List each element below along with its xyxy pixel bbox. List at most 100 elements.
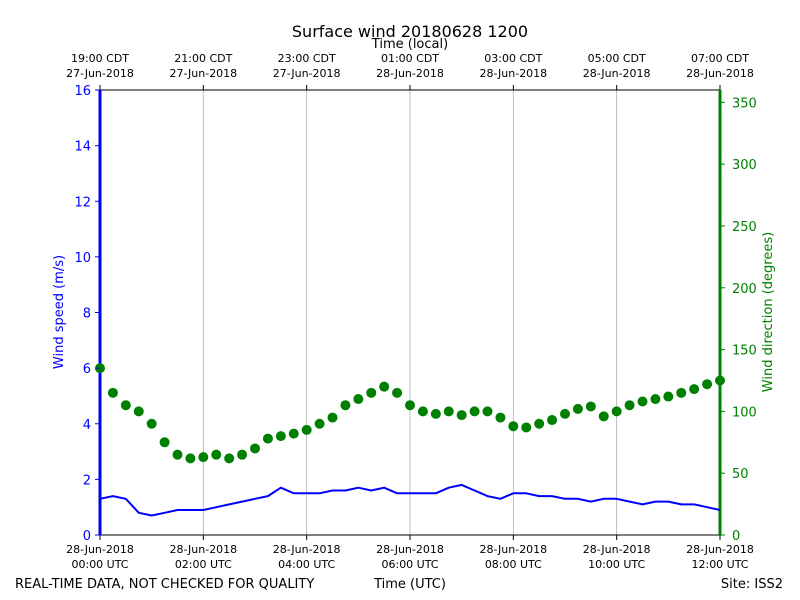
wind-direction-point <box>676 387 687 398</box>
right-y-ticks: 0 50 100 150 200 250 300 350 <box>720 96 757 544</box>
bottom-x-ticks: 28-Jun-2018 00:00 UTC 28-Jun-2018 02:00 UTC… <box>66 535 754 571</box>
wind-direction-point <box>637 396 648 407</box>
wind-direction-point <box>456 410 467 421</box>
top-tick-time: 21:00 CDT <box>174 52 232 65</box>
left-tick-label: 0 <box>83 529 91 544</box>
top-tick-time: 03:00 CDT <box>484 52 542 65</box>
wind-direction-point <box>237 449 248 460</box>
top-tick-time: 01:00 CDT <box>381 52 439 65</box>
wind-direction-point <box>327 412 338 423</box>
top-tick-time: 05:00 CDT <box>588 52 646 65</box>
top-x-ticks: 19:00 CDT 27-Jun-2018 21:00 CDT 27-Jun-2018… <box>66 52 754 90</box>
footer-quality-note: REAL-TIME DATA, NOT CHECKED FOR QUALITY <box>15 577 314 592</box>
top-tick-date: 28-Jun-2018 <box>376 67 444 80</box>
wind-direction-point <box>185 453 196 464</box>
wind-direction-point <box>534 418 545 429</box>
wind-direction-point <box>353 394 364 405</box>
wind-direction-point <box>508 421 519 432</box>
wind-direction-point <box>133 406 144 417</box>
footer-site: Site: ISS2 <box>721 577 783 592</box>
top-axis-label: Time (local) <box>371 37 448 52</box>
wind-direction-point <box>521 422 532 433</box>
vertical-gridlines <box>202 90 618 535</box>
wind-direction-point <box>469 406 480 417</box>
left-tick-label: 12 <box>74 195 91 210</box>
wind-direction-point <box>198 452 209 463</box>
top-tick-date: 27-Jun-2018 <box>66 67 134 80</box>
wind-direction-point <box>715 375 725 386</box>
wind-direction-point <box>146 418 157 429</box>
top-tick-date: 28-Jun-2018 <box>686 67 754 80</box>
wind-direction-point <box>159 437 170 448</box>
wind-direction-point <box>275 431 286 442</box>
wind-direction-point <box>482 406 493 417</box>
wind-direction-point <box>405 400 415 411</box>
wind-direction-point <box>560 408 570 419</box>
bottom-tick-time: 10:00 UTC <box>588 558 645 571</box>
wind-direction-point <box>288 428 299 439</box>
right-tick-label: 50 <box>732 467 749 482</box>
wind-direction-point <box>417 406 428 417</box>
wind-direction-point <box>611 406 622 417</box>
left-tick-label: 16 <box>74 84 91 99</box>
wind-direction-point <box>495 412 506 423</box>
left-tick-label: 6 <box>83 362 91 377</box>
bottom-tick-date: 28-Jun-2018 <box>583 543 651 556</box>
bottom-tick-date: 28-Jun-2018 <box>686 543 754 556</box>
wind-direction-point <box>379 381 390 392</box>
wind-direction-point <box>392 387 403 398</box>
wind-direction-point <box>120 400 131 411</box>
wind-speed-line <box>99 483 721 517</box>
right-tick-label: 150 <box>732 344 757 359</box>
bottom-tick-date: 28-Jun-2018 <box>376 543 444 556</box>
wind-direction-point <box>430 408 441 419</box>
bottom-tick-time: 06:00 UTC <box>381 558 438 571</box>
bottom-x-label: Time (UTC) <box>373 577 446 592</box>
bottom-tick-time: 12:00 UTC <box>691 558 748 571</box>
top-tick-date: 27-Jun-2018 <box>169 67 237 80</box>
left-tick-label: 8 <box>83 307 91 322</box>
wind-direction-point <box>702 379 713 390</box>
top-tick-date: 27-Jun-2018 <box>273 67 341 80</box>
right-y-label: Wind direction (degrees) <box>761 232 776 392</box>
wind-direction-point <box>250 443 260 454</box>
left-y-ticks: 0 2 4 6 8 10 12 14 16 <box>74 84 100 544</box>
left-tick-label: 10 <box>74 251 91 266</box>
bottom-tick-time: 08:00 UTC <box>485 558 542 571</box>
wind-direction-point <box>547 415 558 426</box>
bottom-tick-time: 04:00 UTC <box>278 558 335 571</box>
wind-direction-point <box>585 401 596 412</box>
wind-direction-point <box>262 433 273 444</box>
right-tick-label: 0 <box>732 529 740 544</box>
wind-speed-series <box>99 483 721 517</box>
wind-direction-point <box>689 384 700 395</box>
wind-direction-series <box>95 363 725 464</box>
bottom-tick-date: 28-Jun-2018 <box>273 543 341 556</box>
top-tick-time: 23:00 CDT <box>278 52 336 65</box>
bottom-tick-date: 28-Jun-2018 <box>66 543 134 556</box>
top-tick-time: 07:00 CDT <box>691 52 749 65</box>
bottom-tick-date: 28-Jun-2018 <box>479 543 547 556</box>
right-tick-label: 100 <box>732 405 757 420</box>
left-y-label: Wind speed (m/s) <box>52 255 67 369</box>
wind-direction-point <box>172 449 183 460</box>
wind-direction-point <box>572 403 583 414</box>
chart-title: Surface wind 20180628 1200 <box>292 22 528 41</box>
wind-direction-point <box>107 387 118 398</box>
left-tick-label: 14 <box>74 140 91 155</box>
wind-direction-point <box>314 418 325 429</box>
wind-direction-point <box>224 453 235 464</box>
top-tick-date: 28-Jun-2018 <box>583 67 651 80</box>
wind-direction-point <box>443 406 454 417</box>
right-tick-label: 250 <box>732 220 757 235</box>
bottom-tick-time: 02:00 UTC <box>175 558 232 571</box>
left-tick-label: 2 <box>83 473 91 488</box>
wind-direction-point <box>624 400 635 411</box>
wind-direction-point <box>650 394 661 405</box>
top-tick-date: 28-Jun-2018 <box>479 67 547 80</box>
wind-direction-point <box>301 424 312 435</box>
bottom-tick-date: 28-Jun-2018 <box>169 543 237 556</box>
top-tick-time: 19:00 CDT <box>71 52 129 65</box>
left-tick-label: 4 <box>83 418 91 433</box>
